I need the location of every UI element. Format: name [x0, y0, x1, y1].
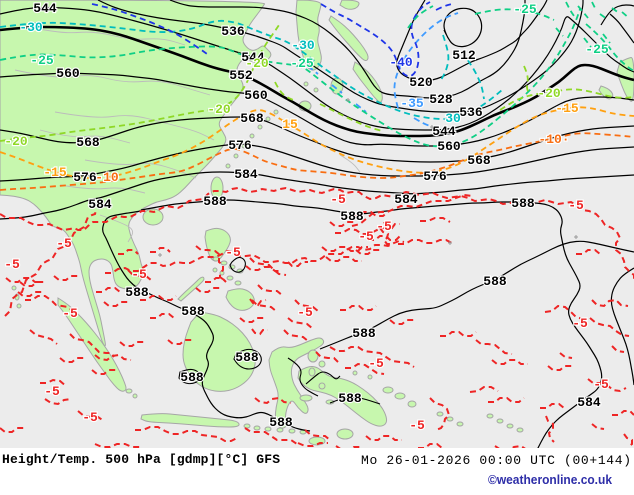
svg-text:Mo 26-01-2026 00:00 UTC (00+14: Mo 26-01-2026 00:00 UTC (00+144) — [361, 453, 631, 468]
svg-text:588: 588 — [338, 391, 362, 406]
svg-text:588: 588 — [181, 304, 205, 319]
svg-text:568: 568 — [467, 153, 491, 168]
svg-text:512: 512 — [452, 48, 476, 63]
svg-text:584: 584 — [394, 192, 418, 207]
svg-text:-5: -5 — [44, 384, 60, 399]
svg-text:-25: -25 — [585, 42, 609, 57]
svg-text:544: 544 — [241, 50, 265, 65]
svg-text:-5: -5 — [409, 418, 425, 433]
svg-text:560: 560 — [56, 66, 80, 81]
svg-text:-5: -5 — [368, 356, 384, 371]
svg-text:-5: -5 — [568, 198, 584, 213]
svg-text:544: 544 — [432, 124, 456, 139]
svg-text:-20: -20 — [537, 86, 561, 101]
svg-text:-5: -5 — [358, 229, 374, 244]
svg-text:584: 584 — [234, 167, 258, 182]
svg-text:588: 588 — [511, 196, 535, 211]
svg-text:-30: -30 — [19, 20, 43, 35]
svg-text:-5: -5 — [56, 236, 72, 251]
svg-text:588: 588 — [203, 194, 227, 209]
svg-text:-20: -20 — [4, 134, 28, 149]
svg-text:-5: -5 — [376, 219, 392, 234]
svg-text:-5: -5 — [62, 306, 78, 321]
svg-text:576: 576 — [423, 169, 447, 184]
svg-text:-25: -25 — [290, 56, 314, 71]
svg-text:520: 520 — [409, 75, 433, 90]
svg-text:576: 576 — [228, 138, 252, 153]
svg-text:-40: -40 — [389, 55, 413, 70]
svg-text:-30: -30 — [291, 38, 315, 53]
svg-text:576: 576 — [73, 170, 97, 185]
svg-text:-10: -10 — [95, 170, 119, 185]
svg-text:-5: -5 — [225, 245, 241, 260]
svg-text:584: 584 — [577, 395, 601, 410]
svg-text:-15: -15 — [555, 101, 579, 116]
svg-text:-5: -5 — [572, 316, 588, 331]
svg-text:-5: -5 — [131, 267, 147, 282]
svg-text:-5: -5 — [297, 305, 313, 320]
svg-text:©weatheronline.co.uk: ©weatheronline.co.uk — [488, 472, 613, 487]
svg-text:-10·: -10· — [538, 132, 569, 147]
svg-text:-20: -20 — [207, 102, 231, 117]
svg-text:552: 552 — [229, 68, 253, 83]
svg-text:588: 588 — [269, 415, 293, 430]
svg-text:588: 588 — [352, 326, 376, 341]
svg-text:-20: -20 — [245, 56, 269, 71]
svg-text:568: 568 — [76, 135, 100, 150]
svg-text:15: 15 — [282, 117, 298, 132]
svg-text:Height/Temp. 500 hPa [gdmp][°C: Height/Temp. 500 hPa [gdmp][°C] GFS — [2, 452, 280, 467]
svg-text:584: 584 — [88, 197, 112, 212]
svg-text:-15: -15 — [43, 165, 67, 180]
svg-text:-35: -35 — [400, 96, 424, 111]
svg-text:588: 588 — [125, 285, 149, 300]
svg-text:588: 588 — [180, 370, 204, 385]
svg-text:544: 544 — [33, 1, 57, 16]
svg-text:30: 30 — [445, 111, 461, 126]
svg-text:-5: -5 — [4, 257, 20, 272]
svg-text:528: 528 — [429, 92, 453, 107]
svg-text:-5: -5 — [593, 377, 609, 392]
svg-text:588: 588 — [340, 209, 364, 224]
svg-text:560: 560 — [244, 88, 268, 103]
svg-text:560: 560 — [437, 139, 461, 154]
svg-text:536: 536 — [221, 24, 245, 39]
svg-text:-5: -5 — [330, 192, 346, 207]
svg-text:-25: -25 — [30, 53, 54, 68]
svg-text:-25: -25 — [513, 2, 537, 17]
svg-text:536: 536 — [459, 105, 483, 120]
svg-text:588: 588 — [235, 350, 259, 365]
svg-text:-5: -5 — [82, 410, 98, 425]
svg-text:588: 588 — [483, 274, 507, 289]
svg-text:568: 568 — [240, 111, 264, 126]
